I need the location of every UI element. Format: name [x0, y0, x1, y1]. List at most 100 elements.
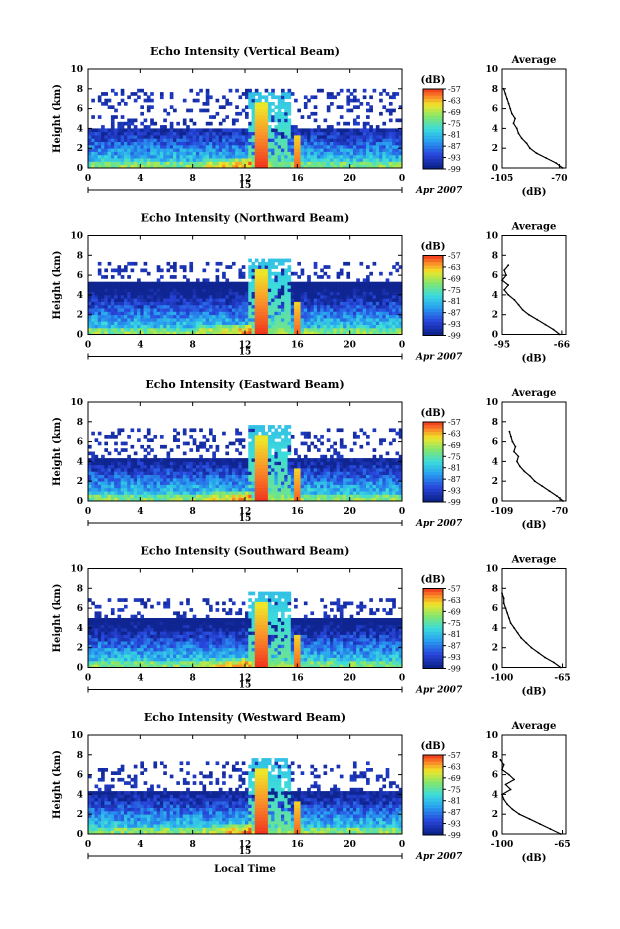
heatmap-cell [261, 151, 266, 156]
heatmap-cell [159, 144, 164, 149]
heatmap-cell [104, 301, 109, 306]
heatmap-cell [101, 131, 105, 136]
heatmap-cell [310, 318, 315, 322]
heatmap-cell [320, 458, 324, 462]
heatmap-cell [379, 484, 383, 489]
heatmap-cell [323, 128, 328, 133]
heatmap-cell [388, 487, 393, 492]
heatmap-cell [284, 481, 288, 485]
heatmap-cell [120, 477, 125, 482]
heatmap-cell [140, 321, 144, 325]
heatmap-cell [150, 118, 154, 123]
heatmap-cell [303, 458, 308, 462]
heatmap-cell [359, 308, 364, 312]
heatmap-cell [130, 298, 135, 302]
heatmap-cell [150, 154, 154, 159]
heatmap-cell [205, 138, 210, 142]
heatmap-cell [267, 331, 272, 335]
heatmap-cell [313, 458, 318, 462]
heatmap-cell [254, 461, 259, 466]
heatmap-cell [127, 304, 131, 309]
heatmap-cell [359, 481, 364, 485]
heatmap-cell [241, 128, 246, 133]
heatmap-cell [245, 288, 249, 292]
heatmap-cell [333, 474, 337, 479]
heatmap-cell [159, 95, 164, 100]
heatmap-cell [254, 291, 259, 296]
heatmap-cell [107, 128, 112, 133]
heatmap-cell [205, 491, 210, 495]
heatmap-cell [323, 301, 328, 306]
heatmap-cell [330, 311, 334, 316]
colorbar-swatch [423, 268, 443, 273]
heatmap-cell [231, 327, 236, 332]
heatmap-cell [163, 141, 167, 146]
heatmap-cell [254, 121, 259, 126]
heatmap-cell [287, 154, 292, 159]
heatmap-cell [186, 314, 190, 319]
heatmap-cell [313, 154, 318, 159]
heatmap-cell [382, 141, 387, 146]
heatmap-cell [290, 487, 295, 492]
heatmap-cell [169, 148, 174, 152]
heatmap-cell [336, 321, 341, 325]
heatmap-cell [195, 291, 200, 296]
heatmap-cell [195, 461, 200, 466]
heatmap-cell [267, 481, 272, 485]
heatmap-cell [212, 314, 216, 319]
heatmap-cell [176, 164, 180, 169]
heatmap-cell [199, 331, 203, 335]
heatmap-cell [366, 468, 370, 472]
heatmap-cell [228, 471, 233, 475]
heatmap-cell [261, 318, 266, 322]
heatmap-cell [222, 164, 226, 169]
heatmap-cell [231, 484, 236, 489]
heatmap-cell [192, 477, 197, 482]
heatmap-cell [284, 105, 288, 109]
heatmap-cell [366, 278, 370, 283]
heatmap-cell [182, 431, 187, 436]
heatmap-cell [195, 324, 200, 329]
heatmap-cell [251, 441, 256, 446]
heatmap-cell [287, 464, 292, 469]
heatmap-cell [209, 318, 213, 322]
heatmap-cell [248, 435, 252, 439]
heatmap-cell [254, 311, 259, 316]
heatmap-cell [101, 154, 105, 159]
heatmap-cell [156, 331, 161, 335]
heatmap-cell [133, 487, 138, 492]
heatmap-cell [264, 161, 269, 166]
heatmap-cell [195, 148, 200, 152]
heatmap-cell [284, 115, 288, 119]
heatmap-cell [385, 461, 390, 466]
heatmap-cell [280, 311, 285, 316]
heatmap-cell [143, 298, 148, 302]
heatmap-cell [182, 324, 187, 329]
heatmap-cell [385, 321, 390, 325]
heatmap-cell [251, 128, 256, 133]
heatmap-cell [277, 301, 282, 306]
heatmap-cell [235, 331, 239, 335]
heatmap-cell [248, 481, 252, 485]
heatmap-cell [215, 468, 220, 472]
x-tick-label: 16 [291, 341, 304, 351]
heatmap-cell [153, 291, 158, 296]
heatmap-cell [182, 311, 187, 316]
heatmap-cell [336, 464, 341, 469]
heatmap-cell [150, 151, 154, 156]
heatmap-cell [97, 271, 102, 276]
heatmap-cell [346, 481, 351, 485]
heatmap-cell [261, 108, 266, 113]
heatmap-cell [290, 458, 295, 462]
heatmap-cell [186, 291, 190, 296]
heatmap-cell [235, 428, 239, 433]
heatmap-cell [280, 481, 285, 485]
heatmap-cell [379, 461, 383, 466]
heatmap-cell [336, 331, 341, 335]
heatmap-cell [258, 121, 262, 126]
heatmap-cell [261, 428, 266, 433]
heatmap-cell [127, 311, 131, 316]
heatmap-cell [212, 318, 216, 322]
heatmap-cell [280, 98, 285, 103]
heatmap-cell [313, 318, 318, 322]
